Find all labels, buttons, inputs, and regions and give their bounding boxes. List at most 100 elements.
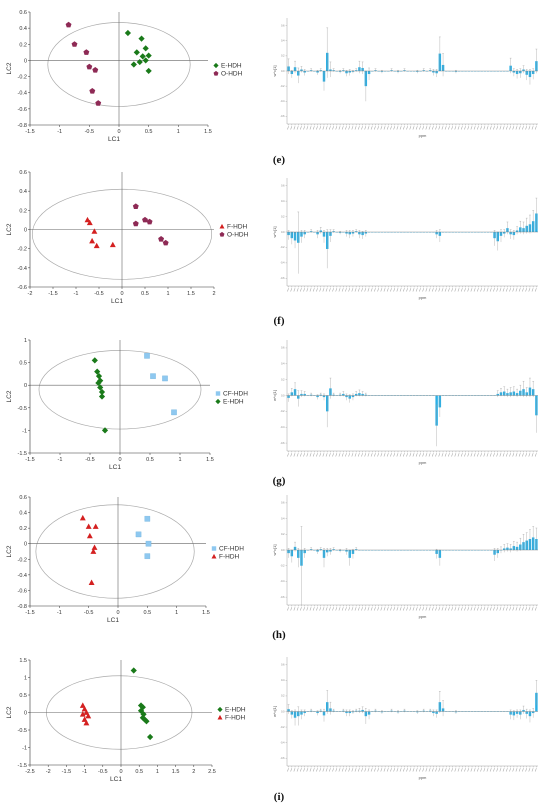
y-axis-label: LC2: [6, 223, 13, 235]
x-tick-label-mark: [374, 126, 376, 130]
x-tick-label-mark: [402, 126, 405, 130]
x-tick-label-mark: [325, 607, 328, 611]
x-tick-label-mark: [319, 768, 322, 772]
x-tick-label-mark: [328, 607, 331, 611]
x-tick-label-mark: [534, 288, 537, 292]
x-tick-label-mark: [396, 288, 399, 292]
y-tick-label: 0.5: [19, 361, 27, 367]
legend-label-e-hdh: E-HDH: [223, 399, 244, 406]
x-tick-label-mark: [348, 453, 351, 457]
x-tick-label-mark: [480, 126, 482, 130]
x-tick-label: 1: [175, 610, 178, 616]
point-f-hdh: [79, 711, 86, 717]
x-tick-label-mark: [502, 288, 505, 292]
y-tick-label: -0.2: [280, 565, 285, 568]
x-tick-label: -1.5: [25, 457, 34, 463]
x-axis-label: ppm: [419, 614, 427, 619]
x-tick-label-mark: [312, 607, 315, 611]
x-tick-label-mark: [409, 453, 412, 457]
y-tick-label: -0.2: [18, 247, 27, 253]
x-tick-label: -0.5: [85, 129, 94, 135]
x-tick-label-mark: [502, 768, 505, 772]
x-tick-label-mark: [470, 607, 473, 611]
x-tick-label-mark: [290, 453, 293, 457]
x-tick-label-mark: [383, 607, 386, 611]
x-tick-label-mark: [335, 126, 338, 130]
x-tick-label-mark: [509, 126, 511, 130]
x-tick-label-mark: [319, 453, 322, 457]
point-e-hdh: [145, 52, 152, 59]
x-tick-label-mark: [441, 607, 444, 611]
x-tick-label-mark: [454, 607, 457, 611]
x-tick-label-mark: [354, 768, 357, 772]
point-cf-hdh: [150, 373, 156, 379]
y-tick-label: 0.2: [19, 42, 27, 48]
x-tick-label-mark: [357, 288, 360, 292]
x-tick-label-mark: [444, 453, 447, 457]
x-tick-label-mark: [287, 126, 289, 130]
x-tick-label: -1.5: [25, 129, 34, 135]
x-tick-label-mark: [522, 453, 524, 457]
x-tick-label-mark: [441, 126, 444, 130]
y-tick-label: -0.6: [280, 277, 285, 280]
x-tick-label-mark: [377, 768, 379, 772]
x-tick-label-mark: [522, 768, 524, 772]
x-tick-label-mark: [361, 607, 363, 611]
x-tick-label-mark: [351, 768, 354, 772]
x-axis-label: LC1: [108, 136, 120, 143]
x-tick-label-mark: [370, 453, 373, 457]
x-tick-label-mark: [309, 768, 312, 772]
y-tick-label: 0.5: [19, 693, 27, 699]
x-tick-label: -2: [28, 291, 33, 297]
x-tick-label-mark: [406, 288, 408, 292]
x-tick-label-mark: [341, 453, 344, 457]
x-tick-label-mark: [419, 126, 421, 130]
x-tick-label-mark: [451, 126, 454, 130]
x-tick-label: -1: [57, 610, 62, 616]
x-tick-label-mark: [464, 768, 466, 772]
y-tick-label: 0.0: [281, 549, 285, 552]
point-e-hdh: [101, 427, 109, 434]
x-tick-label: 1.5: [206, 457, 214, 463]
x-tick-label-mark: [377, 607, 379, 611]
y-tick-label: 0.0: [281, 710, 285, 713]
x-tick-label-mark: [448, 607, 450, 611]
x-tick-label-mark: [480, 607, 482, 611]
x-tick-label-mark: [486, 126, 489, 130]
x-tick-label-mark: [396, 607, 399, 611]
x-tick-label-mark: [406, 607, 408, 611]
x-tick-label-mark: [483, 288, 486, 292]
loading-plot-5: 0.6 0.4 0.2 0.0 -0.2 -0.4 -0.6 ppm w*c[1] (i): [272, 657, 538, 803]
panel-label: (i): [274, 791, 285, 803]
y-axis-label: w*c[1]: [272, 66, 277, 77]
x-tick-label-mark: [361, 126, 363, 130]
x-tick-label-mark: [316, 768, 318, 772]
x-tick-label-mark: [386, 607, 389, 611]
x-tick-label-mark: [322, 607, 325, 611]
x-tick-label-mark: [364, 453, 367, 457]
point-e-hdh: [145, 67, 152, 75]
x-tick-label-mark: [534, 768, 537, 772]
scatter-plot-1: -1.5 -1 -0.5 0 0.5 1 1.5 -0.8 -0.6 -0.4 -0.2 0 0.2 0.…: [6, 10, 243, 143]
x-tick-label-mark: [496, 288, 499, 292]
x-tick-label-mark: [419, 288, 421, 292]
point-e-hdh: [138, 35, 145, 42]
x-tick-label-mark: [399, 126, 402, 130]
x-tick-label-mark: [476, 607, 479, 611]
y-tick-label: -0.2: [280, 85, 285, 88]
y-tick-label: 0.6: [19, 10, 27, 16]
x-tick-label-mark: [435, 453, 437, 457]
x-tick-label-mark: [493, 288, 495, 292]
x-tick-label-mark: [480, 288, 482, 292]
x-tick-label-mark: [370, 768, 373, 772]
x-tick-label-mark: [396, 768, 399, 772]
point-e-hdh: [94, 368, 101, 375]
x-axis-label: LC1: [107, 617, 119, 624]
legend-marker-e-hdh: [217, 706, 223, 713]
x-tick-label-mark: [473, 126, 476, 130]
point-e-hdh: [95, 373, 103, 380]
x-tick-label-mark: [528, 453, 531, 457]
x-tick-label-mark: [531, 288, 534, 292]
x-tick-label-mark: [328, 126, 331, 130]
x-tick-label-mark: [364, 288, 367, 292]
